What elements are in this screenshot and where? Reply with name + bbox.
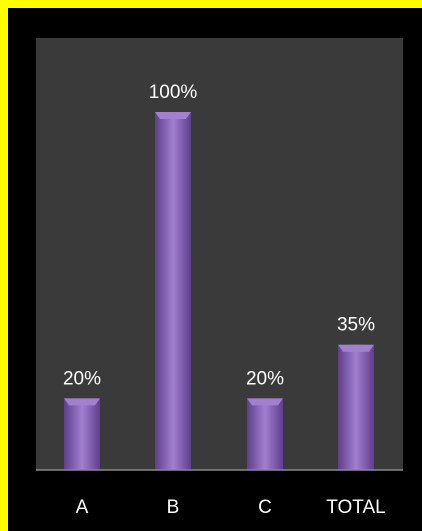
bar-a xyxy=(64,398,100,470)
bar-body xyxy=(64,398,100,470)
bar-cap xyxy=(155,112,191,119)
bar-cap xyxy=(64,398,100,406)
data-label-c: 20% xyxy=(246,368,284,389)
bars xyxy=(64,112,374,470)
bar-body xyxy=(247,398,283,470)
bar-cap xyxy=(338,344,374,352)
data-label-b: 100% xyxy=(149,82,198,103)
bar-b xyxy=(155,112,191,470)
bar-body xyxy=(155,112,191,470)
category-labels: A B C TOTAL xyxy=(76,497,386,518)
bar-c xyxy=(247,398,283,470)
category-label-a: A xyxy=(76,497,89,518)
category-label-b: B xyxy=(167,497,180,518)
data-label-total: 35% xyxy=(337,315,375,336)
data-labels: 20% 100% 20% 35% xyxy=(63,82,375,389)
category-label-total: TOTAL xyxy=(326,497,385,518)
bar-cap xyxy=(247,398,283,406)
category-label-c: C xyxy=(258,497,272,518)
data-label-a: 20% xyxy=(63,368,101,389)
bar-total xyxy=(338,344,374,470)
bar-body xyxy=(338,344,374,470)
